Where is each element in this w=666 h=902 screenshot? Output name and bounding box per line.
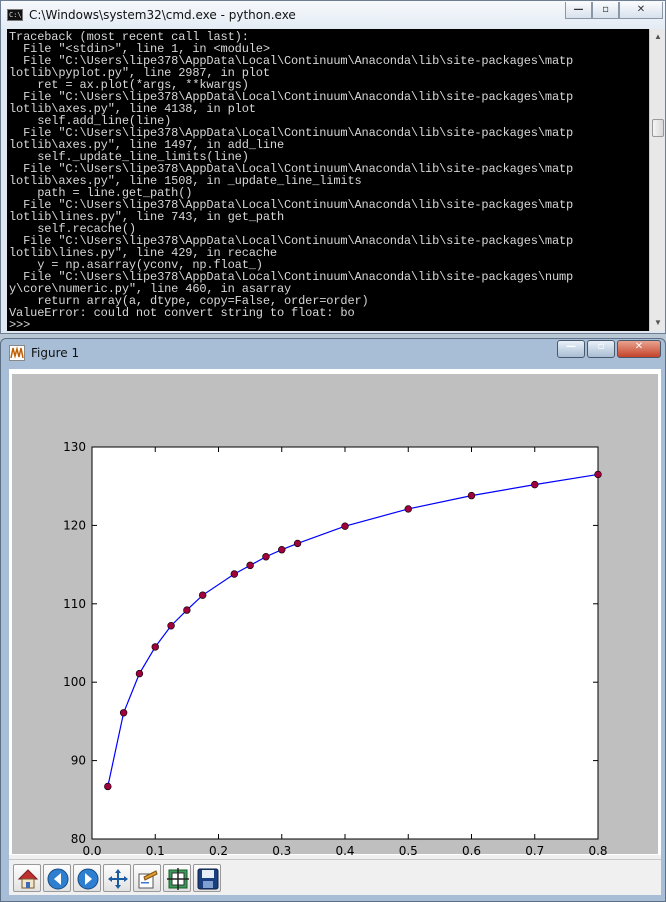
console-line: y\core\numeric.py", line 460, in asarray [9,282,292,296]
x-tick-label: 0.8 [588,844,607,855]
axes-frame [91,446,599,840]
y-tick-label: 100 [63,675,86,689]
console-line: >>> [9,318,31,331]
data-point [341,522,349,530]
data-point [262,553,270,561]
x-tick-label: 0.6 [462,844,481,855]
forward-button[interactable] [73,864,101,892]
figure-close-button[interactable]: ✕ [617,340,661,358]
console-line: File "C:\Users\lipe378\AppData\Local\Con… [9,270,574,284]
cmd-minimize-button[interactable]: — [565,2,592,19]
x-tick-label: 0.1 [146,844,165,855]
console-line: lotlib\lines.py", line 429, in recache [9,246,277,260]
console-line: lotlib\pyplot.py", line 2987, in plot [9,66,270,80]
back-button[interactable] [43,864,71,892]
subplots-icon [167,868,189,890]
x-tick-label: 0.4 [335,844,354,855]
pan-button[interactable] [103,864,131,892]
data-point [531,480,539,489]
cmd-close-button[interactable]: ✕ [619,2,663,19]
console-line: return array(a, dtype, copy=False, order… [9,294,369,308]
forward-arrow-icon [77,868,99,890]
zoom-button[interactable] [133,864,161,892]
cmd-maximize-button[interactable]: ▫ [592,2,619,19]
data-point [198,591,207,599]
data-point [119,709,128,717]
data-point [404,505,412,513]
figure-maximize-button[interactable]: ▫ [587,340,615,358]
navigation-toolbar [9,859,661,893]
console-line: File "C:\Users\lipe378\AppData\Local\Con… [9,198,574,212]
cmd-titlebar[interactable]: C:\ C:\Windows\system32\cmd.exe - python… [1,1,665,29]
figure-window-title: Figure 1 [31,346,80,360]
console-line: ret = ax.plot(*args, **kwargs) [9,78,249,92]
zoom-rect-icon [138,870,158,889]
y-tick-label: 80 [71,832,86,846]
figure-client-area: 0.0 0.1 0.2 0.3 0.4 0.5 0.6 0.7 0.8 80 90 100 110 120… [9,369,661,895]
console-line: File "C:\Users\lipe378\AppData\Local\Con… [9,126,574,140]
data-point [135,669,144,678]
console-line: File "C:\Users\lipe378\AppData\Local\Con… [9,54,574,68]
data-point [151,643,159,651]
scroll-down-icon[interactable]: ▼ [654,318,662,327]
x-tick-label: 0.0 [82,844,101,855]
y-tick-label: 120 [63,518,86,532]
cmd-vertical-scrollbar[interactable]: ▲ ▼ [649,29,665,331]
y-tick-label: 110 [63,597,86,611]
data-point [278,546,286,554]
console-line: File "C:\Users\lipe378\AppData\Local\Con… [9,90,574,104]
console-line: ValueError: could not convert string to … [9,306,355,320]
plot-area[interactable]: 0.0 0.1 0.2 0.3 0.4 0.5 0.6 0.7 0.8 80 90 100 110 120… [9,369,661,855]
data-point [104,782,112,791]
cmd-console-output[interactable]: Traceback (most recent call last): File … [7,29,649,331]
console-line: y = np.asarray(yconv, np.float_) [9,258,263,272]
console-line: File "C:\Users\lipe378\AppData\Local\Con… [9,234,574,248]
cmd-window: C:\ C:\Windows\system32\cmd.exe - python… [0,0,666,334]
y-tick-label: 130 [63,440,86,454]
console-line: self.add_line(line) [9,114,172,128]
x-tick-label: 0.7 [525,844,544,855]
home-icon [17,869,39,889]
figure-minimize-button[interactable]: — [557,340,585,358]
cmd-app-icon: C:\ [7,9,23,21]
x-tick-label: 0.5 [399,844,418,855]
cmd-window-title: C:\Windows\system32\cmd.exe - python.exe [29,8,296,22]
console-line: lotlib\lines.py", line 743, in get_path [9,210,284,224]
x-tick-label: 0.2 [209,844,228,855]
scroll-up-icon[interactable]: ▲ [654,32,662,41]
configure-subplots-button[interactable] [163,864,191,892]
data-point [167,622,175,630]
save-button[interactable] [193,864,221,892]
pan-move-icon [108,869,128,889]
figure-window: Figure 1 — ▫ ✕ 0.0 0.1 0.2 0.3 0.4 0.5 0.6 0.7 0… [0,338,666,902]
data-point [246,561,254,570]
data-point [293,539,302,548]
x-tick-label: 0.3 [272,844,291,855]
data-point [183,606,191,614]
matplotlib-figure-icon [9,345,25,361]
figure-titlebar[interactable]: Figure 1 — ▫ ✕ [1,339,665,367]
y-tick-label: 90 [71,754,86,768]
console-line: lotlib\axes.py", line 4138, in plot [9,102,256,116]
console-line: lotlib\axes.py", line 1508, in _update_l… [9,174,362,188]
figure-canvas[interactable]: 0.0 0.1 0.2 0.3 0.4 0.5 0.6 0.7 0.8 80 90 100 110 120… [9,369,661,855]
data-point [594,470,602,479]
console-line: self.recache() [9,222,136,236]
data-point [467,491,476,500]
console-line: path = line.get_path() [9,186,193,200]
home-button[interactable] [13,864,41,892]
back-arrow-icon [47,868,69,890]
console-line: File "<stdin>", line 1, in <module> [9,42,270,56]
scrollbar-thumb[interactable] [652,119,664,137]
console-line: self._update_line_limits(line) [9,150,249,164]
data-point [230,570,239,578]
traceback-text: Traceback (most recent call last): File … [7,29,649,331]
save-floppy-icon [197,868,219,890]
console-line: Traceback (most recent call last): [9,30,249,44]
console-line: File "C:\Users\lipe378\AppData\Local\Con… [9,162,574,176]
console-line: lotlib\axes.py", line 1497, in add_line [9,138,284,152]
